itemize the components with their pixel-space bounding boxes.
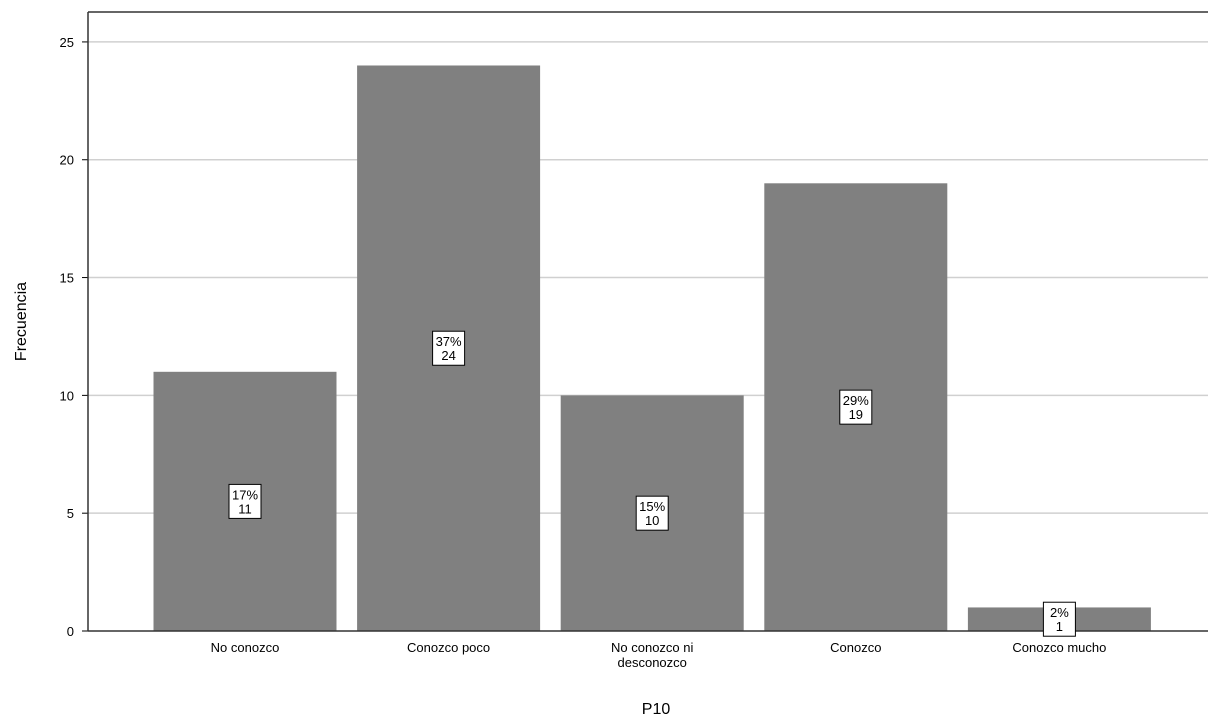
data-label-percent: 2% [1050,605,1069,620]
data-label-box [432,330,466,366]
data-label-percent: 37% [436,334,462,349]
y-tick-label: 10 [60,388,74,403]
y-tick-label: 0 [67,624,74,639]
data-label-box [1042,601,1076,637]
data-label-count: 11 [238,501,252,516]
x-tick-label: No conozco [211,640,280,655]
x-tick-label: Conozco mucho [1012,640,1106,655]
y-tick-label: 20 [60,153,74,168]
data-label-box [635,495,669,531]
x-category-labels: No conozco Conozco poco No conozco ni desco… [211,640,1107,670]
y-tick-label: 5 [67,506,74,521]
bars [153,65,1151,631]
data-label-box [839,389,873,425]
x-axis-title: P10 [642,701,671,717]
y-axis-title: Frecuencia [13,282,30,361]
x-tick-label: Conozco poco [407,640,490,655]
data-labels: 17%11 37%24 15%10 29%19 2%1 [228,330,1076,637]
data-label-count: 19 [849,407,863,422]
data-label-percent: 29% [843,393,869,408]
data-label-percent: 15% [639,499,665,514]
axes [82,11,1208,632]
y-tick-label: 25 [60,35,74,50]
data-label-box [228,483,262,519]
data-label-count: 24 [441,348,455,363]
data-label-count: 10 [645,513,659,528]
y-tick-label: 15 [60,271,74,286]
x-tick-label: No conozco ni desconozco [611,640,693,670]
x-tick-label: Conozco [830,640,881,655]
data-label-percent: 17% [232,487,258,502]
y-tick-labels: 0 5 10 15 20 25 [60,35,74,639]
data-label-count: 1 [1056,619,1063,634]
